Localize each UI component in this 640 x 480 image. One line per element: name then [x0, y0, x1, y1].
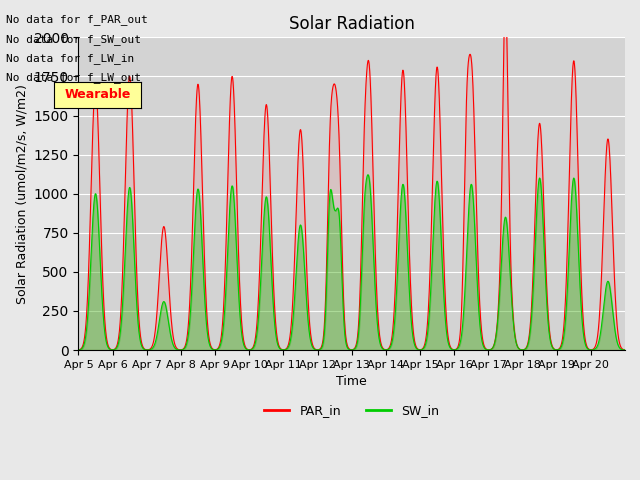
Text: No data for f_LW_in: No data for f_LW_in: [6, 53, 134, 64]
Text: No data for f_SW_out: No data for f_SW_out: [6, 34, 141, 45]
Text: No data for f_LW_out: No data for f_LW_out: [6, 72, 141, 83]
X-axis label: Time: Time: [337, 375, 367, 388]
Title: Solar Radiation: Solar Radiation: [289, 15, 415, 33]
Legend: PAR_in, SW_in: PAR_in, SW_in: [259, 399, 444, 422]
Text: Wearable: Wearable: [65, 88, 131, 101]
Y-axis label: Solar Radiation (umol/m2/s, W/m2): Solar Radiation (umol/m2/s, W/m2): [15, 84, 28, 304]
Text: No data for f_PAR_out: No data for f_PAR_out: [6, 14, 148, 25]
